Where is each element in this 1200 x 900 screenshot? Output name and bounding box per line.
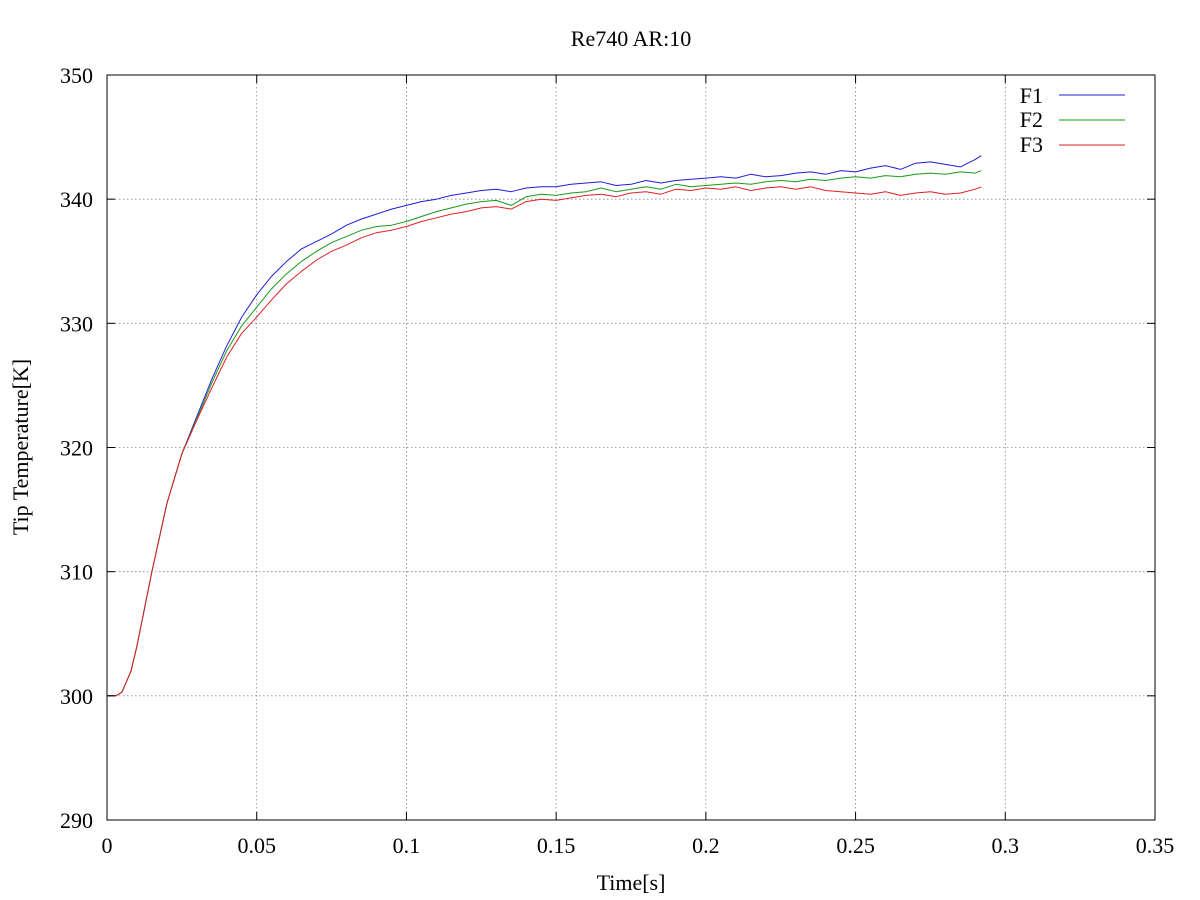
y-tick-label: 290 xyxy=(60,808,93,833)
y-tick-label: 350 xyxy=(60,63,93,88)
legend-label-f2: F2 xyxy=(1020,107,1043,132)
x-tick-label: 0 xyxy=(102,833,113,858)
series-layer xyxy=(107,155,982,697)
x-tick-label: 0.05 xyxy=(237,833,276,858)
x-tick-label: 0.1 xyxy=(393,833,421,858)
ticks: 0 0.05 0.1 0.15 0.2 0.25 0.3 0.35 290 300 310 320 33… xyxy=(60,63,1174,858)
x-tick-label: 0.35 xyxy=(1136,833,1175,858)
x-tick-label: 0.25 xyxy=(836,833,875,858)
x-tick-label: 0.15 xyxy=(537,833,576,858)
y-tick-label: 310 xyxy=(60,560,93,585)
grid xyxy=(107,75,1155,820)
x-tick-label: 0.3 xyxy=(992,833,1020,858)
series-line-f2 xyxy=(107,170,982,697)
series-line-f3 xyxy=(107,186,982,697)
y-tick-label: 320 xyxy=(60,436,93,461)
y-tick-label: 330 xyxy=(60,311,93,336)
y-tick-label: 300 xyxy=(60,684,93,709)
legend-label-f3: F3 xyxy=(1020,132,1043,157)
y-axis-label: Tip Temperature[K] xyxy=(8,359,33,535)
chart-title: Re740 AR:10 xyxy=(571,26,691,51)
x-axis-label: Time[s] xyxy=(597,870,666,895)
legend-label-f1: F1 xyxy=(1020,83,1043,108)
y-tick-label: 340 xyxy=(60,187,93,212)
x-tick-label: 0.2 xyxy=(692,833,720,858)
legend: F1 F2 F3 xyxy=(1020,83,1125,157)
series-line-f1 xyxy=(107,155,982,697)
